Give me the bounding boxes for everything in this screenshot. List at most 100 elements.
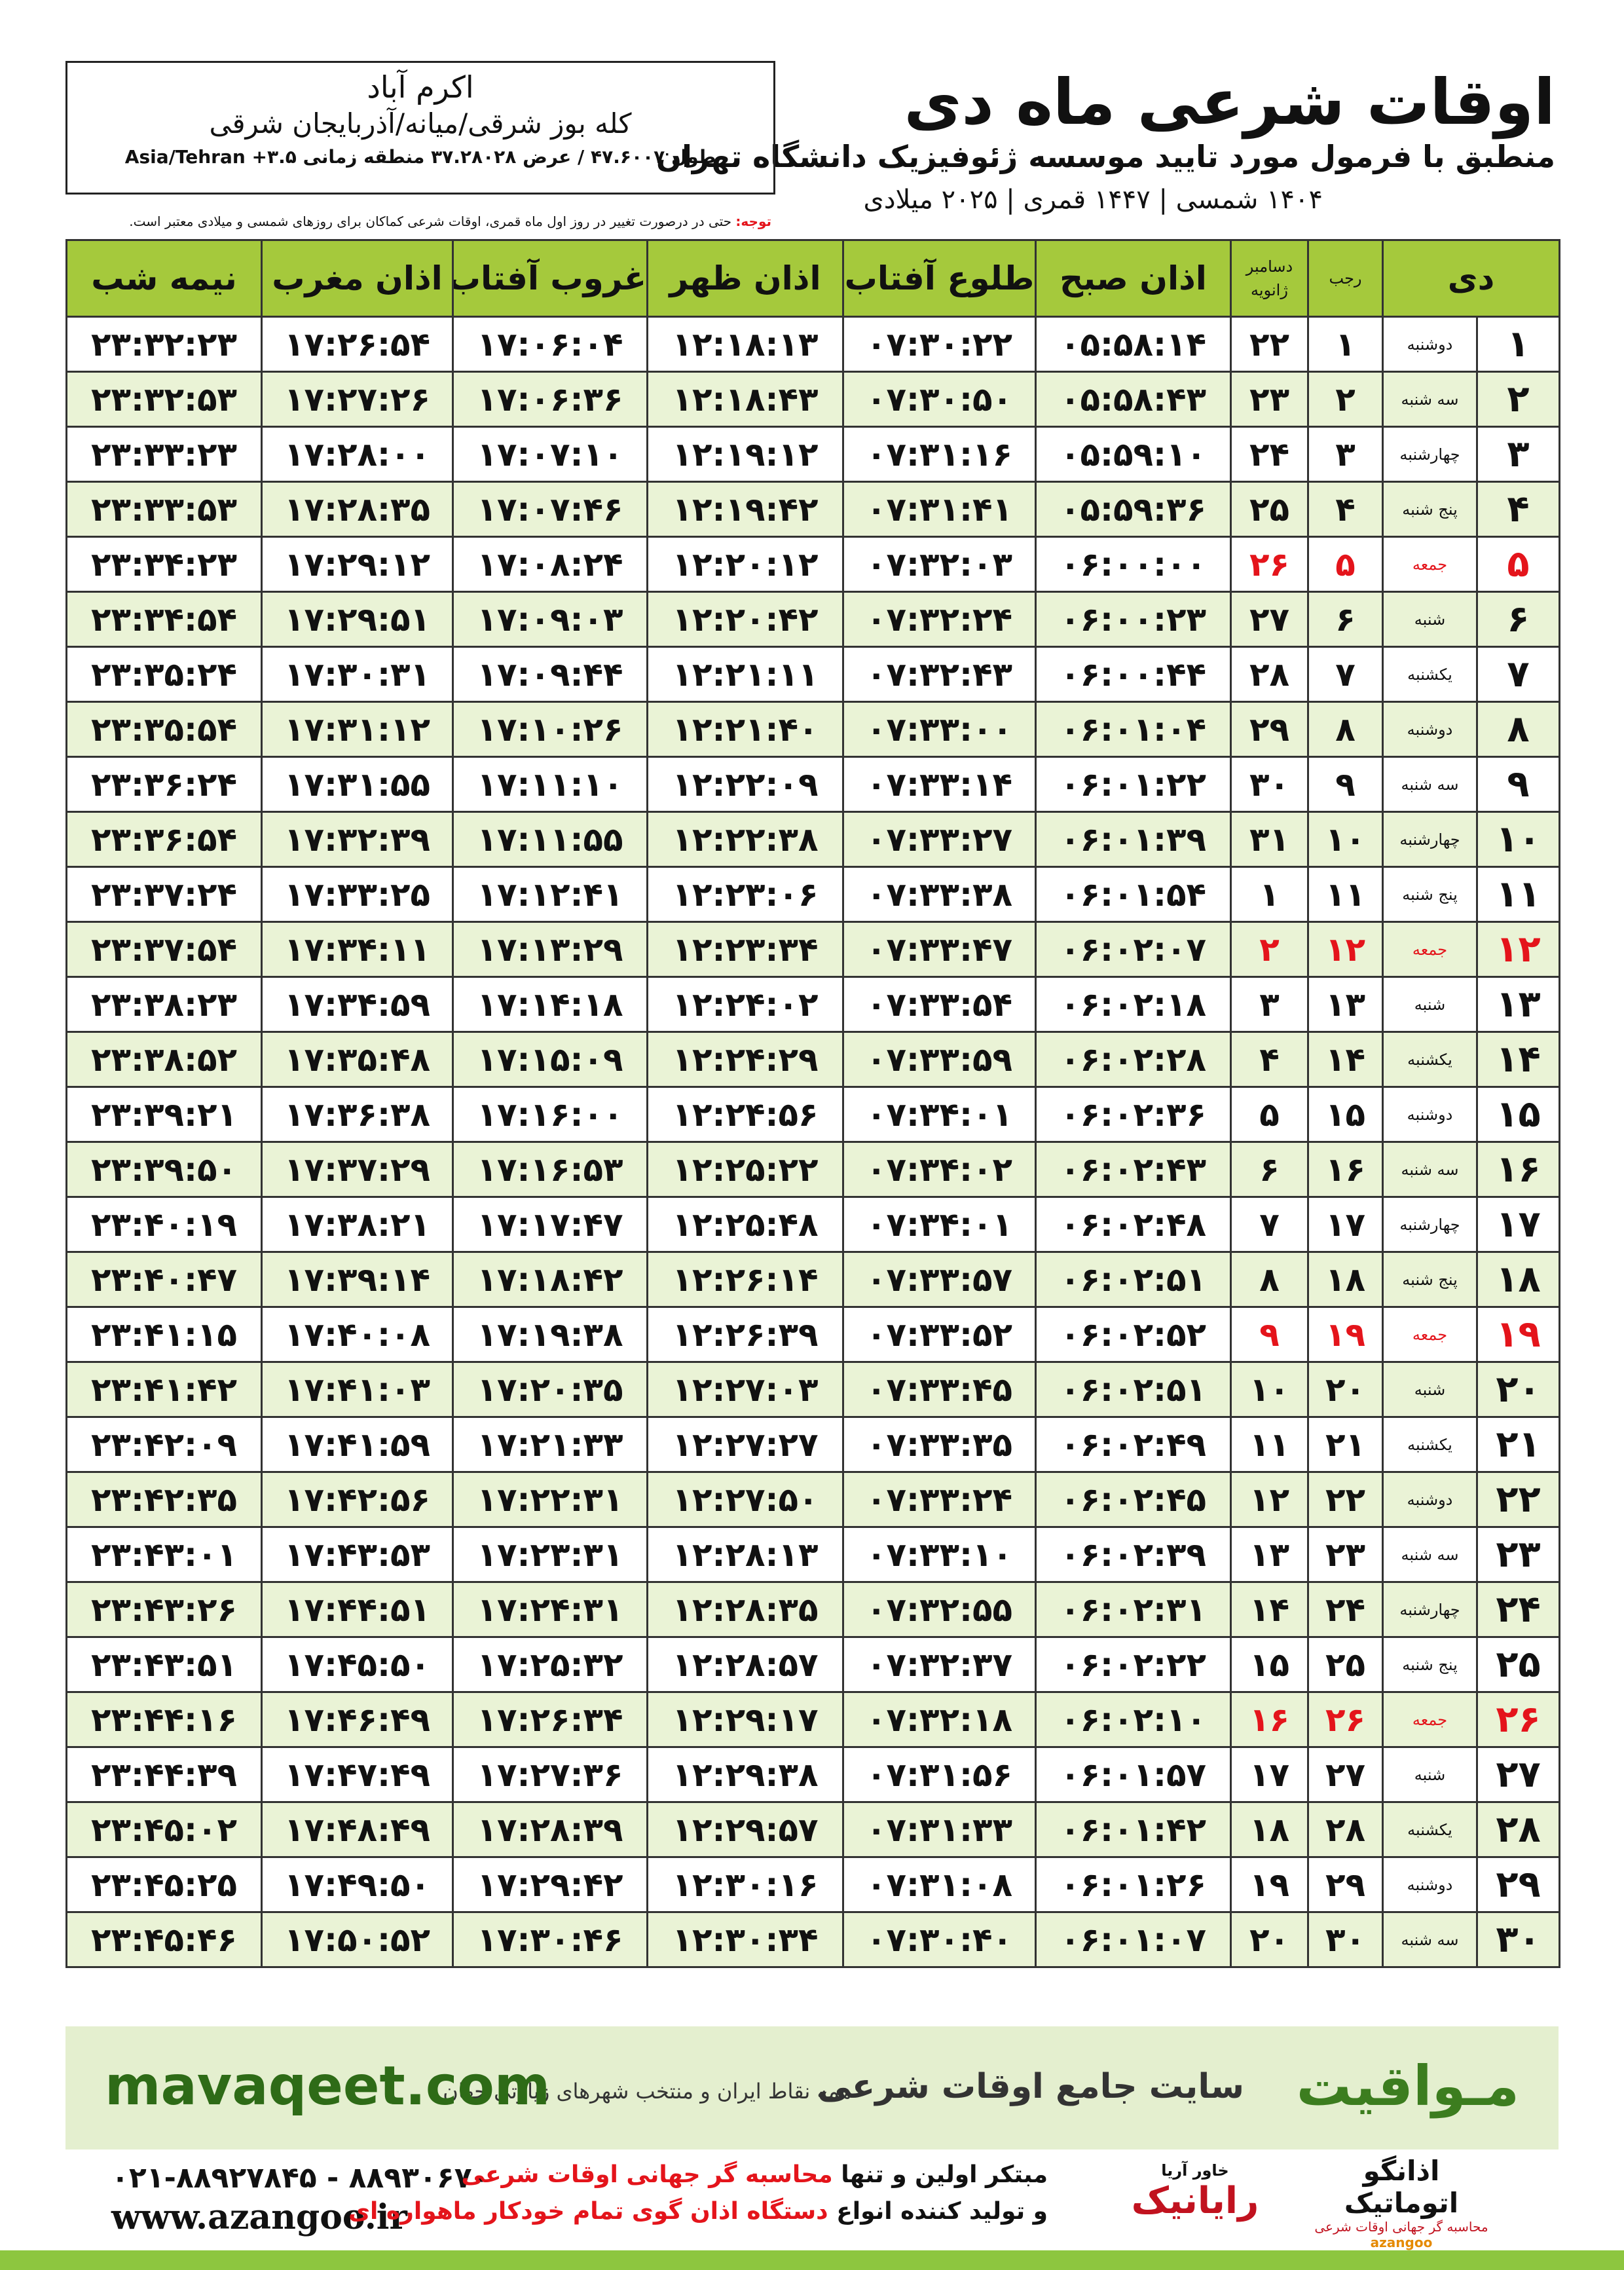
weekday: دوشنبه: [1381, 1471, 1479, 1528]
midnight: ۲۳:۳۸:۵۲: [65, 1031, 263, 1088]
day: ۱۵: [1476, 1086, 1561, 1143]
dhuhr: ۱۲:۲۳:۰۶: [646, 866, 844, 923]
gregorian-day: ۲۸: [1230, 646, 1309, 703]
table-row: ۲۸ یکشنبه ۲۸ ۱۸ ۰۶:۰۱:۴۲ ۰۷:۳۱:۳۳ ۱۲:۲۹:۵۷ ۱۷:۲…: [65, 1801, 1561, 1858]
sunrise: ۰۷:۳۳:۴۵: [842, 1361, 1037, 1418]
day: ۱۱: [1476, 866, 1561, 923]
maghrib: ۱۷:۲۹:۱۲: [261, 536, 454, 593]
sunset: ۱۷:۱۵:۰۹: [452, 1031, 648, 1088]
rajab-day: ۲۰: [1307, 1361, 1384, 1418]
midnight: ۲۳:۳۷:۲۴: [65, 866, 263, 923]
rajab-day: ۲۷: [1307, 1746, 1384, 1803]
sunset: ۱۷:۲۱:۳۳: [452, 1416, 648, 1473]
sunset: ۱۷:۲۰:۳۵: [452, 1361, 648, 1418]
dhuhr: ۱۲:۲۵:۲۲: [646, 1141, 844, 1198]
maghrib: ۱۷:۳۹:۱۴: [261, 1251, 454, 1308]
table-row: ۱ دوشنبه ۱ ۲۲ ۰۵:۵۸:۱۴ ۰۷:۳۰:۲۲ ۱۲:۱۸:۱۳ ۱۷:۰۶:…: [65, 316, 1561, 373]
region: کله بوز شرقی/میانه/آذربایجان شرقی: [209, 107, 632, 140]
gregorian-day: ۱۵: [1230, 1636, 1309, 1693]
sunset: ۱۷:۰۶:۳۶: [452, 371, 648, 428]
fajr: ۰۶:۰۲:۱۸: [1035, 976, 1232, 1033]
midnight: ۲۳:۳۵:۲۴: [65, 646, 263, 703]
fajr: ۰۶:۰۲:۱۰: [1035, 1691, 1232, 1748]
midnight: ۲۳:۴۳:۵۱: [65, 1636, 263, 1693]
brand: مـواقیت: [1296, 2054, 1519, 2118]
table-row: ۷ یکشنبه ۷ ۲۸ ۰۶:۰۰:۴۴ ۰۷:۳۲:۴۳ ۱۲:۲۱:۱۱ ۱۷:۰۹:…: [65, 646, 1561, 703]
fajr: ۰۵:۵۸:۴۳: [1035, 371, 1232, 428]
day: ۱: [1476, 316, 1561, 373]
dhuhr: ۱۲:۲۹:۳۸: [646, 1746, 844, 1803]
sunset: ۱۷:۱۰:۲۶: [452, 701, 648, 758]
times-table: دی رجب دسامبر ژانویه اذان صبح طلوع آفتاب …: [65, 239, 1561, 1968]
dhuhr: ۱۲:۲۱:۱۱: [646, 646, 844, 703]
site[interactable]: mavaqeet.com: [105, 2055, 551, 2117]
table-row: ۲۶ جمعه ۲۶ ۱۶ ۰۶:۰۲:۱۰ ۰۷:۳۲:۱۸ ۱۲:۲۹:۱۷ ۱۷:۲۶:…: [65, 1691, 1561, 1748]
weekday: سه شنبه: [1381, 1911, 1479, 1968]
fajr: ۰۶:۰۲:۳۹: [1035, 1526, 1232, 1583]
table-row: ۸ دوشنبه ۸ ۲۹ ۰۶:۰۱:۰۴ ۰۷:۳۳:۰۰ ۱۲:۲۱:۴۰ ۱۷:۱۰:…: [65, 701, 1561, 758]
rajab-day: ۲: [1307, 371, 1384, 428]
midnight: ۲۳:۳۲:۲۳: [65, 316, 263, 373]
gregorian-day: ۱۰: [1230, 1361, 1309, 1418]
web[interactable]: www.azangoo.ir: [111, 2197, 407, 2237]
sunrise: ۰۷:۳۲:۱۸: [842, 1691, 1037, 1748]
promo-text: و تولید کننده انواع: [836, 2198, 1048, 2225]
dhuhr: ۱۲:۲۴:۵۶: [646, 1086, 844, 1143]
gregorian-day: ۱۲: [1230, 1471, 1309, 1528]
maghrib: ۱۷:۳۳:۲۵: [261, 866, 454, 923]
rajab-day: ۴: [1307, 481, 1384, 538]
dhuhr: ۱۲:۱۸:۴۳: [646, 371, 844, 428]
gregorian-day: ۳۰: [1230, 756, 1309, 813]
rajab-day: ۶: [1307, 591, 1384, 648]
dhuhr: ۱۲:۲۷:۵۰: [646, 1471, 844, 1528]
promo-line: مبتکر اولین و تنها محاسبه گر جهانی اوقات…: [462, 2161, 1048, 2188]
fajr: ۰۶:۰۲:۰۷: [1035, 921, 1232, 978]
table-row: ۲۱ یکشنبه ۲۱ ۱۱ ۰۶:۰۲:۴۹ ۰۷:۳۳:۳۵ ۱۲:۲۷:۲۷ ۱۷:۲…: [65, 1416, 1561, 1473]
sunset: ۱۷:۲۹:۴۲: [452, 1856, 648, 1913]
sunrise: ۰۷:۳۲:۳۷: [842, 1636, 1037, 1693]
day: ۲۸: [1476, 1801, 1561, 1858]
day: ۲۷: [1476, 1746, 1561, 1803]
rajab-day: ۳: [1307, 426, 1384, 483]
day: ۳: [1476, 426, 1561, 483]
maghrib: ۱۷:۳۷:۲۹: [261, 1141, 454, 1198]
weekday: پنج شنبه: [1381, 481, 1479, 538]
logo-text: اذانگو اتوماتیک: [1344, 2155, 1459, 2219]
gregorian-day: ۲۵: [1230, 481, 1309, 538]
dhuhr: ۱۲:۲۴:۲۹: [646, 1031, 844, 1088]
midnight: ۲۳:۴۲:۰۹: [65, 1416, 263, 1473]
maghrib: ۱۷:۲۶:۵۴: [261, 316, 454, 373]
banner-subtitle: همه نقاط ایران و منتخب شهرهای زیارتی جها…: [443, 2079, 851, 2104]
maghrib: ۱۷:۳۴:۱۱: [261, 921, 454, 978]
sunset: ۱۷:۰۹:۴۴: [452, 646, 648, 703]
dhuhr: ۱۲:۲۸:۵۷: [646, 1636, 844, 1693]
weekday: سه شنبه: [1381, 371, 1479, 428]
col-header: اذان مغرب: [261, 239, 454, 318]
rajab-day: ۱۲: [1307, 921, 1384, 978]
promo-highlight: محاسبه گر جهانی اوقات شرعی: [461, 2161, 833, 2188]
gregorian-day: ۱: [1230, 866, 1309, 923]
maghrib: ۱۷:۴۶:۴۹: [261, 1691, 454, 1748]
gregorian-day: ۱۹: [1230, 1856, 1309, 1913]
dhuhr: ۱۲:۲۶:۱۴: [646, 1251, 844, 1308]
gregorian-day: ۲۳: [1230, 371, 1309, 428]
phones: ۰۲۱-۸۸۹۲۷۸۴۵ - ۸۸۹۳۰۶۷۰: [111, 2161, 490, 2195]
fajr: ۰۶:۰۱:۴۲: [1035, 1801, 1232, 1858]
day: ۱۳: [1476, 976, 1561, 1033]
rajab-day: ۱۵: [1307, 1086, 1384, 1143]
weekday: دوشنبه: [1381, 701, 1479, 758]
sunrise: ۰۷:۳۳:۱۰: [842, 1526, 1037, 1583]
sunrise: ۰۷:۳۱:۳۳: [842, 1801, 1037, 1858]
midnight: ۲۳:۴۰:۱۹: [65, 1196, 263, 1253]
dhuhr: ۱۲:۱۹:۴۲: [646, 481, 844, 538]
table-row: ۱۴ یکشنبه ۱۴ ۴ ۰۶:۰۲:۲۸ ۰۷:۳۳:۵۹ ۱۲:۲۴:۲۹ ۱۷:۱۵…: [65, 1031, 1561, 1088]
table-row: ۹ سه شنبه ۹ ۳۰ ۰۶:۰۱:۲۲ ۰۷:۳۳:۱۴ ۱۲:۲۲:۰۹ ۱۷:۱۱…: [65, 756, 1561, 813]
midnight: ۲۳:۴۳:۰۱: [65, 1526, 263, 1583]
sunrise: ۰۷:۳۰:۲۲: [842, 316, 1037, 373]
midnight: ۲۳:۴۴:۱۶: [65, 1691, 263, 1748]
day: ۲۰: [1476, 1361, 1561, 1418]
fajr: ۰۵:۵۹:۱۰: [1035, 426, 1232, 483]
table-row: ۱۰ چهارشنبه ۱۰ ۳۱ ۰۶:۰۱:۳۹ ۰۷:۳۳:۲۷ ۱۲:۲۲:۳۸ ۱۷…: [65, 811, 1561, 868]
day: ۷: [1476, 646, 1561, 703]
gregorian-day: ۲۰: [1230, 1911, 1309, 1968]
